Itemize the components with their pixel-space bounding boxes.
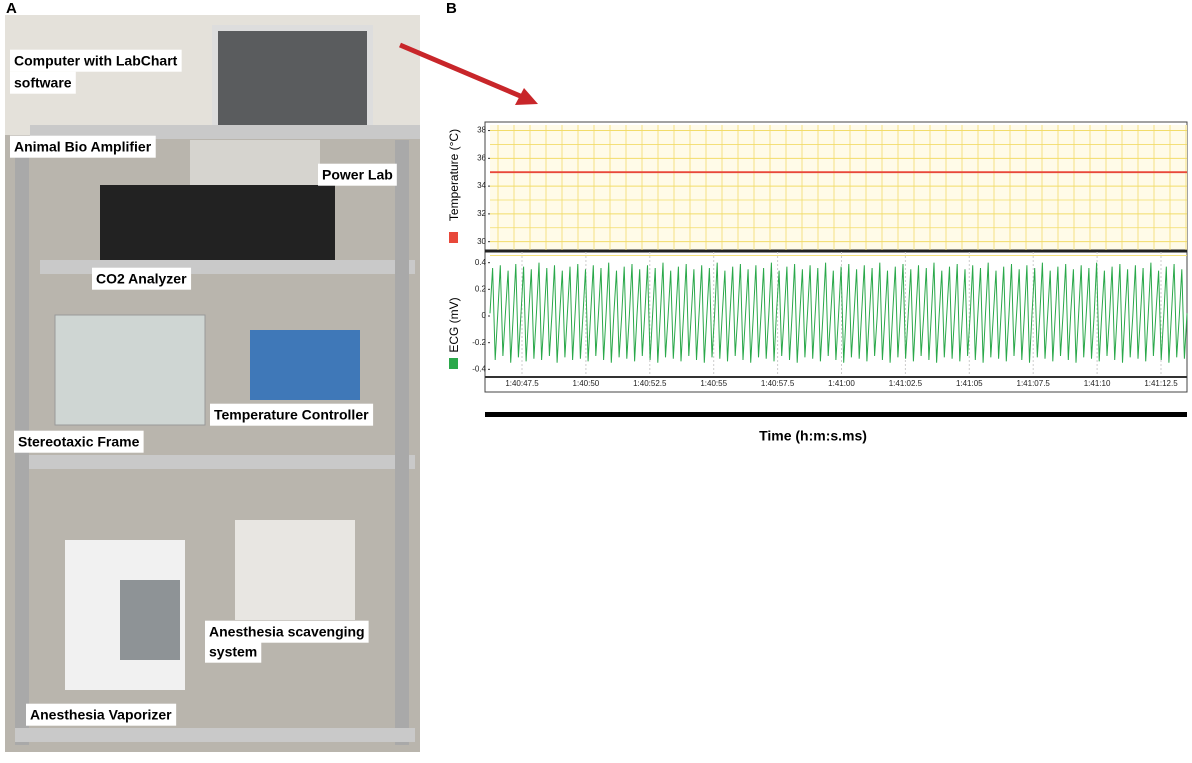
- x-axis-label: Time (h:m:s.ms): [759, 428, 867, 444]
- label-box: [14, 430, 144, 453]
- y-tick-label: 0: [482, 311, 487, 320]
- x-tick-label: 1:41:00: [828, 379, 855, 388]
- vaporizer-dial: [120, 580, 180, 660]
- label-box: [205, 640, 262, 663]
- x-tick-label: 1:41:02.5: [889, 379, 923, 388]
- shelf: [15, 728, 415, 742]
- y-tick-label: -0.2: [472, 338, 486, 347]
- panel-letter: B: [446, 0, 457, 17]
- co2-analyzer: [100, 185, 335, 260]
- arrow-head: [515, 88, 538, 105]
- time-bar: [485, 412, 1187, 417]
- y-tick-label: 32: [477, 209, 486, 218]
- y-tick-label: 0.4: [475, 258, 487, 267]
- legend-swatch: [449, 358, 458, 369]
- x-tick-label: 1:41:05: [956, 379, 983, 388]
- label-box: [205, 620, 369, 643]
- y-axis-label: Temperature (°C): [447, 129, 461, 221]
- photo-label: Computer with LabChart: [14, 53, 178, 69]
- y-tick-label: 38: [477, 126, 486, 135]
- label-box: [92, 267, 192, 290]
- y-tick-label: 36: [477, 153, 486, 162]
- photo-label: Anesthesia scavenging: [209, 624, 365, 640]
- photo-label: CO2 Analyzer: [96, 271, 187, 287]
- photo: [5, 15, 420, 752]
- photo-label: Stereotaxic Frame: [18, 434, 140, 450]
- y-tick-label: 30: [477, 237, 486, 246]
- y-tick-label: 34: [477, 181, 486, 190]
- x-tick-label: 1:40:50: [573, 379, 600, 388]
- photo-label: software: [14, 75, 72, 91]
- legend-swatch: [449, 232, 458, 243]
- label-box: [26, 703, 177, 726]
- label-box: [10, 135, 156, 158]
- photo-label: Power Lab: [322, 167, 393, 183]
- temperature-controller: [250, 330, 360, 400]
- x-tick-label: 1:41:12.5: [1144, 379, 1178, 388]
- label-box: [210, 403, 374, 426]
- scavenger: [235, 520, 355, 620]
- label-box: [10, 49, 182, 72]
- x-tick-label: 1:40:47.5: [505, 379, 539, 388]
- x-tick-label: 1:41:07.5: [1017, 379, 1051, 388]
- y-axis-label: ECG (mV): [447, 297, 461, 352]
- shelf: [30, 125, 420, 139]
- label-box: [318, 163, 397, 186]
- photo-label: system: [209, 644, 257, 660]
- x-tick-label: 1:40:57.5: [761, 379, 795, 388]
- label-box: [10, 71, 76, 94]
- laptop-screen: [212, 25, 373, 131]
- data-line: [489, 262, 1188, 363]
- x-tick-label: 1:41:10: [1084, 379, 1111, 388]
- power-lab: [190, 140, 320, 190]
- x-tick-label: 1:40:52.5: [633, 379, 667, 388]
- frame-post: [395, 140, 409, 745]
- x-tick-label: 1:40:55: [700, 379, 727, 388]
- panel-letter: A: [6, 0, 17, 17]
- photo-label: Animal Bio Amplifier: [14, 139, 152, 155]
- temp-plot-bg: [490, 125, 1187, 250]
- y-tick-label: -0.4: [472, 364, 486, 373]
- shelf: [15, 455, 415, 469]
- photo-label: Temperature Controller: [214, 407, 369, 423]
- stereotaxic-box: [54, 314, 206, 426]
- y-tick-label: 0.2: [475, 284, 487, 293]
- photo-label: Anesthesia Vaporizer: [30, 707, 172, 723]
- arrow: [399, 42, 526, 101]
